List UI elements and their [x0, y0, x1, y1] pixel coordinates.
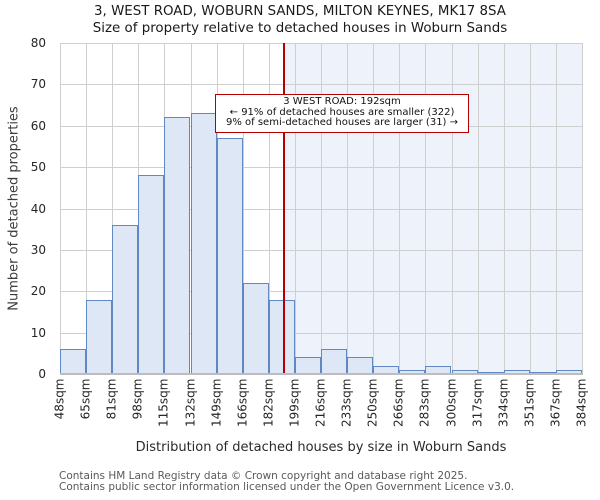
horizontal-gridline	[60, 43, 582, 44]
histogram-bar	[242, 282, 269, 374]
x-tick-label: 166sqm	[235, 378, 250, 427]
y-tick-label: 10	[30, 325, 46, 340]
x-tick-label: 283sqm	[417, 378, 432, 427]
property-size-marker-line	[282, 43, 285, 374]
histogram-bar	[60, 349, 87, 374]
annotation-smaller-line: ← 91% of detached houses are smaller (32…	[229, 106, 455, 118]
plot-area: 3 WEST ROAD: 192sqm ← 91% of detached ho…	[60, 43, 583, 375]
x-tick-label: 216sqm	[313, 378, 328, 427]
histogram-bar	[164, 117, 191, 374]
x-tick-label: 132sqm	[183, 378, 197, 427]
histogram-bar	[321, 349, 348, 374]
y-tick-label: 80	[30, 36, 46, 50]
y-tick-label: 30	[30, 242, 46, 257]
y-tick-label: 20	[30, 284, 46, 299]
x-tick-label: 115sqm	[156, 378, 171, 427]
x-tick-label: 48sqm	[52, 378, 67, 420]
y-tick-label: 50	[30, 160, 46, 175]
x-axis-title: Distribution of detached houses by size …	[135, 440, 507, 455]
horizontal-gridline	[60, 208, 582, 210]
y-tick-label: 0	[38, 367, 46, 381]
x-tick-label: 250sqm	[365, 378, 380, 427]
x-tick-label: 300sqm	[444, 378, 458, 427]
x-tick-label: 334sqm	[496, 378, 511, 427]
x-tick-label: 98sqm	[130, 378, 145, 420]
histogram-bar	[138, 175, 165, 374]
histogram-bar	[347, 357, 374, 374]
horizontal-gridline	[60, 249, 582, 251]
histogram-bar	[268, 299, 295, 374]
vertical-gridline	[582, 43, 583, 374]
x-tick-label: 149sqm	[209, 378, 224, 427]
annotation-larger-line: 9% of semi-detached houses are larger (3…	[225, 117, 459, 129]
annotation-box: 3 WEST ROAD: 192sqm ← 91% of detached ho…	[215, 94, 469, 133]
y-tick-label: 60	[30, 118, 46, 133]
x-tick-label: 182sqm	[261, 378, 276, 427]
footer-licence: Contains public sector information licen…	[59, 481, 515, 493]
x-tick-label: 367sqm	[548, 378, 563, 427]
x-tick-label: 351sqm	[522, 378, 537, 427]
histogram-bar	[216, 138, 243, 374]
y-tick-label: 40	[30, 201, 46, 216]
histogram-bar	[294, 357, 321, 374]
x-tick-label: 65sqm	[78, 378, 93, 420]
horizontal-gridline	[60, 167, 582, 169]
histogram-bar	[112, 225, 139, 374]
x-tick-label: 199sqm	[287, 378, 302, 427]
histogram-bar	[190, 113, 217, 374]
footer-copyright: Contains HM Land Registry data © Crown c…	[59, 470, 468, 482]
x-tick-label: 266sqm	[391, 378, 406, 427]
x-tick-label: 233sqm	[339, 378, 354, 427]
histogram-bar	[86, 299, 113, 374]
horizontal-gridline	[60, 84, 582, 86]
horizontal-gridline	[60, 291, 582, 293]
x-tick-label: 81sqm	[104, 378, 119, 420]
x-tick-label: 317sqm	[470, 378, 485, 427]
chart-subtitle: Size of property relative to detached ho…	[92, 21, 508, 36]
chart-title: 3, WEST ROAD, WOBURN SANDS, MILTON KEYNE…	[94, 4, 506, 19]
horizontal-gridline	[60, 332, 582, 334]
x-tick-label: 384sqm	[574, 378, 589, 427]
annotation-property-line: 3 WEST ROAD: 192sqm	[283, 96, 401, 107]
y-tick-label: 70	[30, 77, 46, 92]
x-axis-spine	[60, 373, 583, 375]
